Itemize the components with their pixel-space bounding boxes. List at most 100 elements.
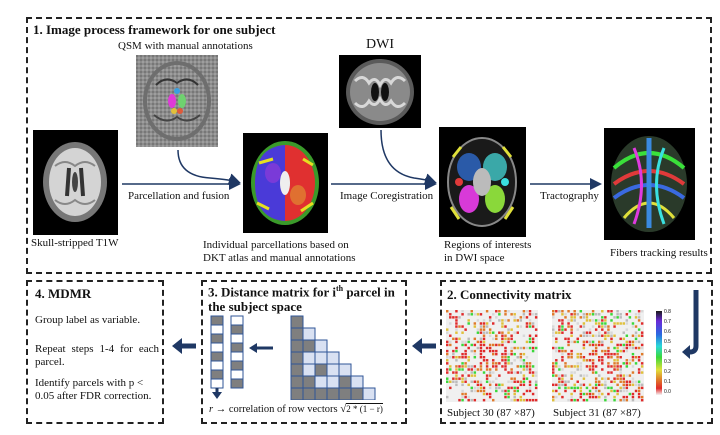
matrix-cell <box>601 310 604 313</box>
matrix-cell <box>507 389 510 393</box>
matrix-cell <box>640 334 644 337</box>
matrix-cell <box>528 319 532 322</box>
matrix-cell <box>622 343 625 347</box>
matrix-cell <box>482 328 486 331</box>
matrix-cell <box>582 334 586 337</box>
matrix-cell <box>464 380 467 383</box>
matrix-cell <box>555 349 558 353</box>
matrix-cell <box>588 331 592 334</box>
matrix-cell <box>455 359 458 362</box>
arrow-down-right <box>682 290 699 359</box>
colorbar-tick: 0.0 <box>664 389 671 395</box>
matrix-cell <box>610 365 613 368</box>
matrix-cell <box>473 368 477 371</box>
matrix-cell <box>455 316 458 319</box>
matrix-cell <box>461 362 464 365</box>
matrix-cell <box>637 359 641 362</box>
matrix-cell <box>625 362 629 365</box>
matrix-cell <box>598 392 601 396</box>
matrix-cell <box>619 349 622 353</box>
matrix-cell <box>610 334 613 337</box>
matrix-cell <box>604 386 607 390</box>
matrix-cell <box>582 356 586 359</box>
matrix-cell <box>564 316 567 319</box>
matrix-cell <box>501 389 504 393</box>
matrix-cell <box>594 383 598 387</box>
matrix-cell <box>470 389 473 393</box>
vector-cell <box>230 369 244 380</box>
matrix-cell <box>510 334 513 337</box>
matrix-cell <box>510 346 513 350</box>
matrix-cell <box>461 310 464 313</box>
matrix-cell <box>604 352 607 356</box>
matrix-cell <box>473 398 477 402</box>
matrix-cell <box>498 310 501 313</box>
matrix-cell <box>573 383 576 387</box>
matrix-cell <box>519 365 523 368</box>
matrix-cell <box>616 346 619 350</box>
matrix-cell <box>564 337 567 341</box>
matrix-cell <box>452 337 455 341</box>
matrix-cell <box>467 337 470 341</box>
matrix-cell <box>467 313 470 316</box>
matrix-cell <box>570 377 573 380</box>
qsm-caption: QSM with manual annotations <box>118 40 253 52</box>
matrix-cell <box>601 319 604 322</box>
matrix-cell <box>598 343 601 347</box>
matrix-cell <box>479 337 483 341</box>
matrix-cell <box>458 356 461 359</box>
matrix-cell <box>479 349 483 353</box>
matrix-cell <box>449 334 452 337</box>
matrix-cell <box>628 374 632 377</box>
matrix-cell <box>637 389 641 393</box>
matrix-cell <box>498 383 501 387</box>
matrix-cell <box>634 380 638 383</box>
distance-matrix-graphic <box>210 315 376 400</box>
matrix-cell <box>591 325 595 328</box>
matrix-cell <box>464 377 467 380</box>
vector-cell <box>210 333 224 344</box>
matrix-cell <box>510 349 513 353</box>
colorbar <box>656 311 662 395</box>
matrix-cell <box>573 365 576 368</box>
matrix-cell <box>616 352 619 356</box>
matrix-cell <box>582 340 586 344</box>
roi-caption: Regions of interests in DWI space <box>444 239 531 265</box>
matrix-cell <box>476 386 480 390</box>
matrix-cell <box>507 359 510 362</box>
matrix-cell <box>455 340 458 344</box>
matrix-cell <box>452 349 455 353</box>
matrix-cell <box>561 356 564 359</box>
matrix-cell <box>449 356 452 359</box>
matrix-cell <box>591 371 595 374</box>
matrix-cell <box>598 380 601 383</box>
matrix-cell <box>482 322 486 325</box>
matrix-cell <box>637 383 641 387</box>
matrix-cell <box>552 398 555 402</box>
matrix-cell <box>326 387 340 400</box>
matrix-cell <box>561 319 564 322</box>
matrix-cell <box>625 346 629 350</box>
matrix-cell <box>510 340 513 344</box>
matrix-cell <box>579 395 583 399</box>
matrix-cell <box>522 362 526 365</box>
matrix-cell <box>616 365 619 368</box>
matrix-cell <box>640 331 644 334</box>
matrix-cell <box>567 319 570 322</box>
matrix-cell <box>326 363 340 377</box>
matrix-cell <box>470 386 473 390</box>
matrix-cell <box>516 371 519 374</box>
matrix-cell <box>564 380 567 383</box>
matrix-cell <box>302 339 316 353</box>
matrix-cell <box>567 343 570 347</box>
matrix-cell <box>498 319 501 322</box>
formula-sqrt-sign: √ <box>340 403 347 415</box>
matrix-cell <box>610 352 613 356</box>
matrix-cell <box>585 316 589 319</box>
matrix-cell <box>625 386 629 390</box>
matrix-cell <box>552 331 555 334</box>
matrix-cell <box>634 316 638 319</box>
matrix-cell <box>516 398 519 402</box>
matrix-cell <box>513 316 516 319</box>
matrix-cell <box>576 328 579 331</box>
